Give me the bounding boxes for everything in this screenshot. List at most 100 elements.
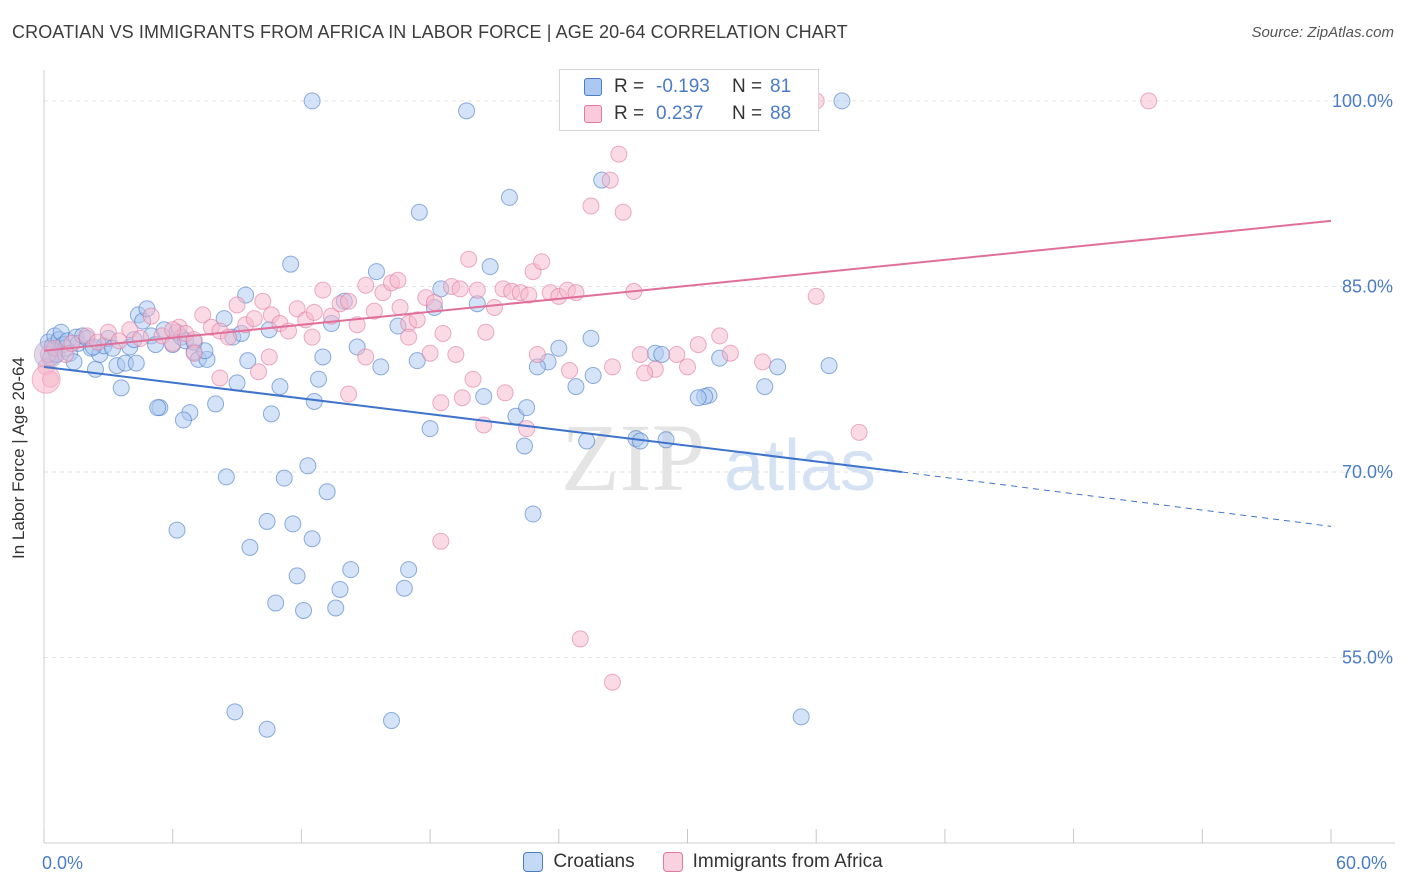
point-croatians — [524, 505, 542, 523]
point-croatians — [207, 395, 225, 413]
point-croatians — [792, 708, 810, 726]
point-africa — [408, 311, 426, 329]
point-africa — [571, 630, 589, 648]
point-africa — [142, 307, 160, 325]
point-croatians — [481, 258, 499, 276]
point-africa — [110, 332, 128, 350]
point-africa — [434, 324, 452, 342]
point-africa — [468, 281, 486, 299]
point-croatians — [584, 366, 602, 384]
point-africa — [164, 321, 182, 339]
point-croatians — [400, 561, 418, 579]
point-africa — [228, 296, 246, 314]
point-africa — [357, 276, 375, 294]
y-tick-label: 100.0% — [1332, 91, 1393, 111]
point-africa — [610, 145, 628, 163]
legend-swatch-blue — [584, 78, 602, 96]
point-croatians — [295, 601, 313, 619]
legend-label-croatians: Croatians — [553, 851, 635, 872]
point-cluster — [33, 339, 63, 369]
point-croatians — [239, 352, 257, 370]
point-africa — [711, 327, 729, 345]
point-africa — [305, 303, 323, 321]
point-africa — [614, 203, 632, 221]
n-label: N = — [732, 76, 763, 97]
point-africa — [322, 307, 340, 325]
point-africa — [528, 345, 546, 363]
point-croatians — [518, 399, 536, 417]
point-africa — [603, 673, 621, 691]
point-croatians — [303, 530, 321, 548]
n-value: 88 — [770, 103, 792, 124]
point-africa — [464, 370, 482, 388]
point-africa — [303, 328, 321, 346]
point-africa — [132, 329, 150, 347]
point-croatians — [833, 92, 851, 110]
point-africa — [245, 310, 263, 328]
y-tick-label: 55.0% — [1342, 647, 1393, 667]
point-africa — [603, 358, 621, 376]
point-croatians — [769, 358, 787, 376]
point-africa — [250, 363, 267, 381]
point-africa — [425, 294, 443, 312]
point-croatians — [288, 567, 306, 585]
point-africa — [432, 394, 450, 412]
point-croatians — [149, 399, 167, 417]
x-tick-label-60: 60.0% — [1336, 853, 1388, 873]
point-africa — [400, 328, 418, 346]
legend-swatch-africa — [662, 852, 683, 872]
point-croatians — [550, 339, 568, 357]
point-africa — [807, 287, 825, 305]
y-tick-label: 70.0% — [1342, 462, 1393, 482]
point-africa — [485, 298, 503, 316]
point-croatians — [582, 329, 600, 347]
point-croatians — [421, 420, 439, 438]
point-africa — [582, 197, 600, 215]
point-croatians — [303, 92, 321, 110]
r-label: R = — [614, 76, 645, 97]
point-croatians — [756, 378, 774, 396]
point-croatians — [367, 263, 385, 281]
point-croatians — [331, 580, 349, 598]
point-africa — [211, 369, 229, 387]
point-africa — [340, 385, 358, 403]
point-croatians — [653, 345, 671, 363]
point-africa — [520, 286, 538, 304]
point-croatians — [515, 437, 533, 455]
point-croatians — [395, 579, 413, 597]
point-croatians — [258, 720, 276, 738]
point-africa — [754, 353, 772, 371]
point-croatians — [578, 432, 596, 450]
point-africa — [1140, 92, 1158, 110]
source-note: Source: ZipAtlas.com — [1251, 24, 1394, 41]
point-croatians — [275, 469, 293, 487]
point-africa — [533, 253, 551, 271]
point-africa — [631, 345, 649, 363]
point-africa — [391, 298, 409, 316]
point-africa — [194, 306, 212, 324]
point-croatians — [262, 405, 280, 423]
point-africa — [477, 323, 495, 341]
point-africa — [518, 420, 536, 438]
point-croatians — [267, 594, 285, 612]
point-croatians — [689, 389, 707, 407]
point-croatians — [271, 378, 289, 396]
legend-swatch-croatians — [523, 852, 544, 872]
legend-row-croatians: R = -0.193 N = 81 — [584, 74, 791, 100]
point-croatians — [226, 703, 244, 721]
watermark-zip: ZIP — [561, 404, 705, 511]
series-legend: Croatians Immigrants from Africa — [0, 851, 1406, 873]
point-croatians — [500, 188, 518, 206]
point-croatians — [382, 712, 400, 730]
point-africa — [496, 384, 514, 402]
point-croatians — [408, 352, 426, 370]
point-africa — [721, 344, 739, 362]
point-croatians — [86, 360, 104, 378]
y-tick-label: 85.0% — [1342, 276, 1393, 296]
point-croatians — [168, 521, 186, 539]
point-croatians — [314, 348, 332, 366]
legend-item-croatians: Croatians — [523, 851, 635, 873]
point-africa — [340, 292, 358, 310]
point-croatians — [284, 515, 302, 533]
